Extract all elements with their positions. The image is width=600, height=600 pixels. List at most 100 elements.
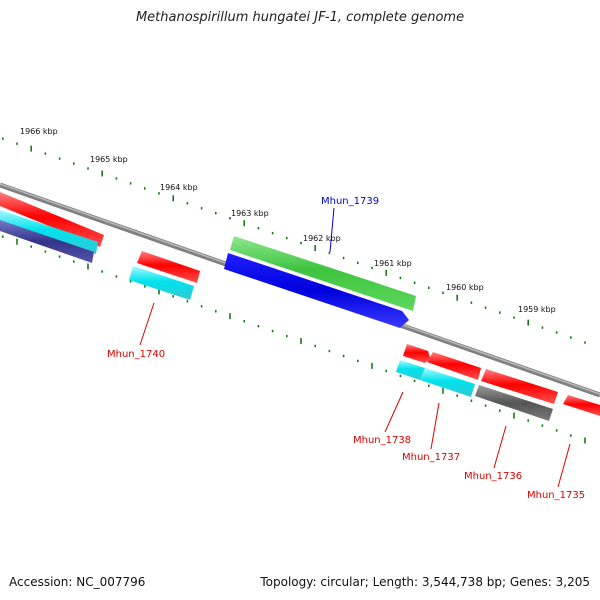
scale-dot bbox=[442, 291, 444, 294]
feature-red-small-1738[interactable] bbox=[403, 344, 430, 363]
gene-label-mhun-1740[interactable]: Mhun_1740 bbox=[107, 349, 165, 360]
scale-dot bbox=[584, 341, 586, 344]
scale-dot bbox=[257, 227, 260, 230]
feature-red-mhun-1735[interactable] bbox=[563, 395, 600, 416]
scale-dot bbox=[129, 280, 132, 283]
scale-dot bbox=[286, 236, 288, 240]
scale-dot bbox=[73, 162, 75, 165]
gene-label-mhun-1736[interactable]: Mhun_1736 bbox=[464, 471, 522, 482]
scale-major-tick bbox=[101, 170, 103, 177]
scale-major-tick bbox=[300, 338, 302, 345]
scale-dot bbox=[484, 404, 487, 407]
scale-major-tick bbox=[385, 269, 387, 276]
scale-dot bbox=[300, 241, 302, 245]
gene-label-mhun-1738[interactable]: Mhun_1738 bbox=[353, 435, 411, 446]
feature-red-mhun-1736[interactable] bbox=[481, 369, 558, 404]
scale-dot bbox=[200, 305, 203, 308]
scale-dot bbox=[144, 187, 146, 190]
scale-labels: 1966 kbp 1965 kbp 1964 kbp 1963 kbp 1962… bbox=[20, 127, 556, 314]
scale-major-tick bbox=[371, 362, 373, 369]
scale-dot bbox=[399, 374, 402, 378]
scale-dot bbox=[456, 394, 458, 397]
scale-dot bbox=[570, 434, 572, 437]
accession-text: Accession: NC_007796 bbox=[9, 575, 146, 589]
scale-dot bbox=[243, 320, 245, 323]
scale-major-tick bbox=[229, 313, 231, 320]
gene-label-mhun-1737[interactable]: Mhun_1737 bbox=[402, 452, 460, 463]
scale-dot bbox=[186, 300, 189, 303]
scale-dot bbox=[101, 270, 103, 273]
scale-dot bbox=[286, 334, 288, 338]
scale-dot bbox=[371, 266, 373, 270]
scale-dot bbox=[115, 177, 118, 180]
scale-dot bbox=[129, 182, 132, 185]
feature-green-mhun-1739[interactable] bbox=[230, 236, 416, 311]
scale-dot bbox=[385, 369, 387, 373]
scale-label-1959: 1959 kbp bbox=[518, 305, 556, 314]
callout-lines bbox=[139, 207, 571, 488]
scale-dot bbox=[499, 311, 501, 314]
scale-dot bbox=[115, 275, 118, 278]
scale-major-tick bbox=[527, 319, 529, 326]
feature-red-left-upper[interactable] bbox=[0, 192, 104, 247]
scale-dot bbox=[328, 349, 331, 353]
scale-major-tick bbox=[172, 195, 174, 202]
scale-major-tick bbox=[584, 437, 586, 444]
scale-dot bbox=[555, 429, 558, 432]
feature-grey-mhun-1736[interactable] bbox=[475, 385, 553, 421]
scale-dot bbox=[58, 255, 61, 258]
scale-label-1963: 1963 kbp bbox=[231, 209, 269, 218]
scale-dot bbox=[16, 142, 18, 145]
scale-dots bbox=[2, 137, 586, 437]
map-title: Methanospirillum hungatei JF-1, complete… bbox=[135, 10, 465, 25]
feature-cyan-left[interactable] bbox=[0, 210, 98, 254]
forward-features bbox=[0, 192, 416, 311]
scale-dot bbox=[570, 336, 572, 339]
scale-dot bbox=[58, 157, 61, 160]
scale-dot bbox=[87, 167, 89, 170]
scale-dot bbox=[271, 329, 274, 333]
scale-dot bbox=[229, 217, 231, 220]
scale-dot bbox=[200, 207, 203, 210]
scale-dot bbox=[2, 137, 4, 140]
scale-dot bbox=[215, 310, 217, 313]
topology-text: Topology: circular; Length: 3,544,738 bp… bbox=[260, 575, 590, 589]
scale-dot bbox=[30, 245, 32, 248]
scale-major-tick bbox=[513, 412, 515, 419]
scale-dot bbox=[158, 192, 160, 195]
scale-major-tick bbox=[442, 387, 444, 394]
scale-dot bbox=[555, 331, 558, 334]
scale-dot bbox=[271, 231, 274, 235]
feature-cyan-mhun-1737[interactable] bbox=[420, 368, 475, 397]
scale-dot bbox=[342, 256, 345, 260]
feature-navy-left[interactable] bbox=[0, 220, 94, 263]
scale-label-1964: 1964 kbp bbox=[160, 183, 198, 192]
scale-dot bbox=[470, 399, 473, 402]
feature-red-mhun-1740-a[interactable] bbox=[137, 251, 200, 283]
feature-blue-arrow[interactable] bbox=[224, 253, 409, 328]
scale-dot bbox=[541, 424, 544, 427]
scale-dot bbox=[186, 202, 189, 205]
scale-major-tick bbox=[16, 238, 18, 245]
scale-dot bbox=[428, 384, 430, 387]
scale-dot bbox=[73, 260, 75, 263]
feature-cyan-mhun-1738[interactable] bbox=[396, 360, 425, 380]
scale-label-1965: 1965 kbp bbox=[90, 155, 128, 164]
scale-label-1962: 1962 kbp bbox=[303, 234, 341, 243]
scale-dot bbox=[215, 212, 217, 215]
feature-cyan-mhun-1740[interactable] bbox=[129, 266, 194, 300]
gene-label-mhun-1735[interactable]: Mhun_1735 bbox=[527, 490, 585, 501]
scale-major-tick bbox=[314, 245, 316, 251]
scale-dot bbox=[44, 152, 47, 155]
reverse-features bbox=[0, 210, 600, 421]
scale-dot bbox=[484, 306, 487, 309]
scale-label-1960: 1960 kbp bbox=[446, 283, 484, 292]
scale-major-tick bbox=[456, 294, 458, 301]
scale-dot bbox=[172, 295, 174, 298]
feature-red-1737a[interactable] bbox=[427, 352, 481, 380]
gene-label-mhun-1739[interactable]: Mhun_1739 bbox=[321, 196, 379, 207]
scale-major-tick bbox=[87, 263, 89, 270]
scale-dot bbox=[357, 359, 359, 363]
scale-dot bbox=[413, 281, 416, 284]
